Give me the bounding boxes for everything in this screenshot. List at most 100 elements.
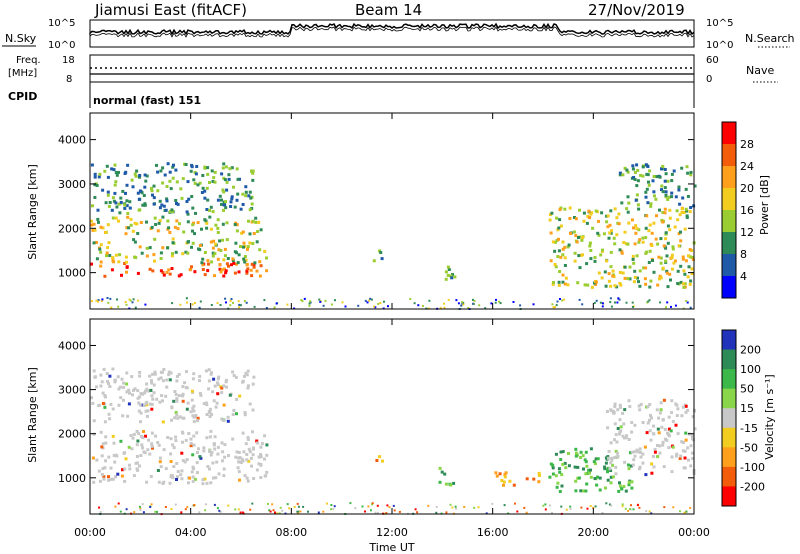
heatmap-cell: [224, 200, 227, 204]
heatmap-cell: [178, 222, 181, 226]
heatmap-cell: [179, 473, 183, 477]
heatmap-cell: [235, 167, 239, 171]
heatmap-cell: [635, 448, 639, 452]
heatmap-cell: [652, 221, 656, 225]
heatmap-cell: [608, 223, 612, 227]
heatmap-cell: [203, 273, 207, 277]
heatmap-cell: [230, 298, 233, 300]
heatmap-cell: [503, 504, 506, 507]
heatmap-cell: [664, 193, 668, 197]
heatmap-cell: [633, 275, 637, 279]
heatmap-cell: [121, 468, 124, 472]
heatmap-cell: [673, 225, 677, 229]
heatmap-cell: [108, 417, 112, 421]
heatmap-cell: [689, 506, 692, 509]
heatmap-cell: [641, 174, 645, 178]
heatmap-cell: [205, 208, 209, 211]
heatmap-cell: [644, 251, 648, 255]
heatmap-cell: [127, 388, 131, 392]
heatmap-cell: [189, 441, 193, 445]
heatmap-cell: [142, 194, 146, 197]
heatmap-cell: [569, 505, 572, 508]
colorbar-tick-label: 28: [740, 138, 754, 151]
heatmap-cell: [593, 477, 597, 480]
heatmap-cell: [690, 256, 694, 259]
freq-label-1: Freq.: [16, 55, 41, 66]
heatmap-cell: [191, 241, 195, 245]
heatmap-cell: [661, 418, 665, 421]
heatmap-cell: [253, 261, 257, 265]
heatmap-cell: [661, 190, 665, 194]
heatmap-cell: [671, 247, 675, 251]
heatmap-cell: [192, 443, 196, 447]
heatmap-cell: [514, 502, 516, 505]
heatmap-cell: [179, 273, 183, 277]
heatmap-cell: [196, 183, 200, 187]
heatmap-cell: [159, 269, 163, 273]
heatmap-cell: [137, 409, 141, 413]
heatmap-cell: [238, 303, 241, 306]
heatmap-cell: [580, 506, 583, 509]
heatmap-cell: [604, 461, 608, 465]
heatmap-cell: [653, 194, 656, 198]
heatmap-cell: [388, 506, 391, 509]
heatmap-cell: [561, 253, 565, 257]
heatmap-cell: [206, 166, 210, 170]
heatmap-cell: [679, 230, 682, 234]
heatmap-cell: [651, 455, 655, 458]
heatmap-cell: [248, 402, 252, 406]
heatmap-cell: [248, 208, 252, 212]
heatmap-cell: [549, 259, 553, 263]
heatmap-cell: [589, 212, 593, 216]
heatmap-cell: [649, 202, 653, 206]
heatmap-cell: [131, 436, 135, 440]
heatmap-cell: [240, 231, 244, 235]
velocity-heatmap: [90, 367, 697, 516]
heatmap-cell: [618, 281, 622, 285]
heatmap-cell: [606, 470, 609, 474]
heatmap-cell: [187, 481, 190, 485]
heatmap-cell: [253, 305, 256, 308]
heatmap-cell: [138, 370, 142, 374]
heatmap-cell: [670, 256, 674, 259]
heatmap-cell: [614, 472, 618, 476]
heatmap-cell: [232, 301, 234, 304]
heatmap-cell: [303, 297, 306, 300]
heatmap-cell: [104, 201, 108, 205]
heatmap-cell: [239, 207, 243, 211]
heatmap-cell: [165, 197, 169, 201]
heatmap-cell: [233, 250, 237, 254]
heatmap-cell: [446, 273, 450, 277]
heatmap-cell: [115, 205, 119, 209]
heatmap-cell: [127, 402, 131, 406]
heatmap-cell: [241, 203, 245, 206]
heatmap-cell: [416, 511, 419, 514]
heatmap-cell: [133, 172, 137, 176]
heatmap-cell: [165, 378, 169, 382]
heatmap-cell: [440, 470, 444, 474]
heatmap-cell: [564, 276, 568, 280]
y-tick-label: 3000: [58, 384, 86, 397]
heatmap-cell: [681, 255, 685, 259]
colorbar-swatch: [722, 254, 736, 277]
heatmap-cell: [563, 282, 567, 286]
heatmap-cell: [118, 253, 122, 257]
heatmap-cell: [171, 237, 175, 241]
heatmap-cell: [516, 510, 519, 513]
heatmap-cell: [564, 466, 568, 470]
heatmap-cell: [170, 208, 174, 212]
heatmap-cell: [374, 306, 377, 309]
heatmap-cell: [676, 218, 680, 222]
heatmap-cell: [193, 477, 197, 481]
colorbar-tick-label: 4: [740, 270, 747, 283]
heatmap-cell: [141, 503, 144, 506]
heatmap-cell: [672, 169, 676, 173]
heatmap-cell: [166, 246, 170, 250]
heatmap-cell: [683, 282, 687, 286]
heatmap-cell: [227, 504, 230, 507]
heatmap-cell: [125, 371, 129, 375]
heatmap-cell: [148, 267, 152, 271]
heatmap-cell: [682, 405, 685, 409]
heatmap-cell: [235, 397, 239, 401]
heatmap-cell: [242, 374, 246, 378]
